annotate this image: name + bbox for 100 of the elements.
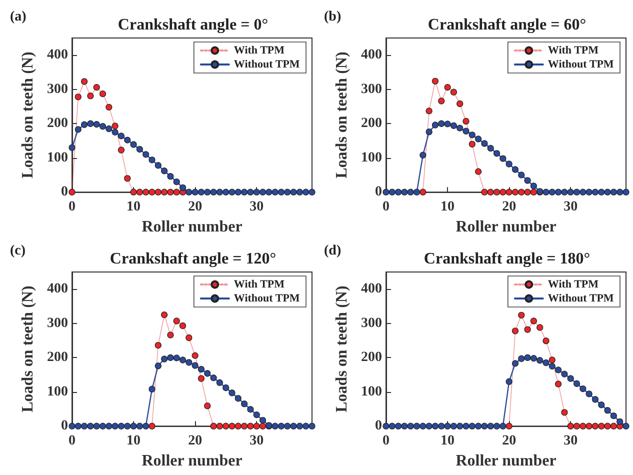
point <box>567 422 574 430</box>
point <box>136 422 143 430</box>
chart-title: Crankshaft angle = 120° <box>110 250 276 268</box>
point <box>148 188 156 196</box>
point <box>518 312 525 318</box>
text: (b) <box>324 10 342 24</box>
point <box>500 155 506 162</box>
point <box>87 120 94 127</box>
point <box>530 188 537 196</box>
point <box>420 422 426 430</box>
point <box>512 188 519 196</box>
point <box>216 188 223 196</box>
point <box>106 422 112 430</box>
point <box>87 92 94 100</box>
point <box>241 188 248 196</box>
point <box>500 188 506 196</box>
point <box>173 318 180 324</box>
y-tick-label: 0 <box>375 184 382 200</box>
point <box>74 94 82 100</box>
point <box>536 324 544 331</box>
point <box>186 359 192 366</box>
x-tick-label: 10 <box>126 200 141 215</box>
point <box>198 188 205 196</box>
x-tick-label: 30 <box>250 200 264 215</box>
point <box>450 422 457 430</box>
text: (c) <box>10 244 26 258</box>
point <box>81 78 88 85</box>
x-tick-label: 30 <box>564 434 578 449</box>
point <box>592 396 599 403</box>
y-tick-label: 200 <box>47 116 68 132</box>
point <box>401 422 408 430</box>
point <box>604 188 611 196</box>
point <box>154 362 162 370</box>
point <box>548 356 556 364</box>
point <box>592 422 599 430</box>
point <box>573 380 580 387</box>
point <box>438 120 445 127</box>
point <box>487 144 494 152</box>
x-tick-label: 10 <box>126 434 141 449</box>
point <box>506 422 512 430</box>
point <box>142 188 150 196</box>
point <box>610 188 617 196</box>
point <box>598 422 605 430</box>
point <box>222 422 230 430</box>
point <box>487 422 494 430</box>
point <box>561 188 568 196</box>
point <box>241 400 248 408</box>
point <box>247 406 254 413</box>
y-axis-title: Loads on teeth (N) <box>334 52 350 178</box>
point <box>228 422 236 430</box>
point <box>99 90 106 98</box>
y-tick-label: 300 <box>361 316 382 331</box>
point <box>407 188 414 196</box>
point <box>481 140 488 147</box>
point <box>87 422 94 430</box>
point <box>524 177 531 184</box>
point <box>524 188 531 196</box>
point <box>210 188 217 196</box>
point <box>284 422 291 430</box>
point <box>192 188 198 196</box>
point <box>518 188 525 196</box>
x-axis-title: Roller number <box>456 218 556 236</box>
point <box>456 100 464 108</box>
point <box>622 188 630 196</box>
point <box>278 422 285 430</box>
point <box>130 188 137 196</box>
point <box>426 422 432 430</box>
point <box>173 188 180 196</box>
legend-label: With TPM <box>234 44 286 56</box>
point <box>468 132 476 138</box>
point <box>308 422 316 430</box>
point <box>610 412 617 420</box>
point <box>426 108 432 114</box>
point <box>500 422 506 430</box>
point <box>592 188 599 196</box>
point <box>420 152 426 158</box>
point <box>536 357 544 364</box>
point <box>530 182 537 190</box>
point <box>124 136 131 144</box>
point <box>450 122 457 129</box>
point <box>456 422 464 430</box>
point <box>93 84 100 91</box>
point <box>173 354 180 362</box>
point <box>161 312 168 318</box>
point <box>272 422 278 430</box>
point <box>407 422 414 430</box>
point <box>148 156 156 164</box>
point <box>598 188 605 196</box>
point <box>154 188 162 196</box>
point <box>222 384 230 392</box>
point <box>420 188 426 196</box>
y-tick-label: 100 <box>361 150 382 166</box>
point <box>493 150 500 157</box>
point <box>493 188 500 196</box>
x-tick-label: 20 <box>502 200 516 215</box>
point <box>186 188 192 196</box>
x-tick-label: 20 <box>502 434 516 449</box>
point <box>148 422 156 430</box>
point <box>468 140 476 148</box>
point <box>106 125 112 132</box>
